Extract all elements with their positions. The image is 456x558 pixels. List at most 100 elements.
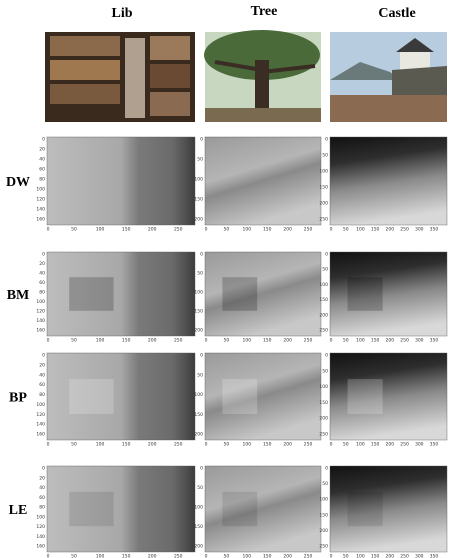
x-tick-label: 100 bbox=[356, 338, 365, 344]
x-tick-label: 50 bbox=[224, 227, 230, 233]
y-tick-label: 250 bbox=[319, 432, 328, 438]
x-tick-label: 250 bbox=[304, 554, 313, 558]
x-tick-label: 300 bbox=[415, 442, 424, 448]
x-tick-label: 0 bbox=[205, 554, 208, 558]
x-tick-label: 150 bbox=[263, 442, 272, 448]
x-tick-label: 350 bbox=[430, 442, 439, 448]
y-tick-label: 150 bbox=[194, 412, 203, 418]
x-tick-label: 250 bbox=[400, 227, 409, 233]
y-tick-label: 0 bbox=[42, 137, 45, 143]
y-tick-label: 150 bbox=[319, 297, 328, 303]
y-tick-label: 60 bbox=[39, 280, 45, 286]
x-tick-label: 0 bbox=[47, 554, 50, 558]
x-tick-label: 250 bbox=[400, 442, 409, 448]
y-tick-label: 100 bbox=[194, 290, 203, 296]
row-label: BM bbox=[7, 288, 30, 303]
y-tick-label: 0 bbox=[325, 137, 328, 143]
y-tick-label: 100 bbox=[36, 299, 45, 305]
y-tick-label: 20 bbox=[39, 475, 45, 481]
y-tick-label: 150 bbox=[194, 309, 203, 315]
depth-shade bbox=[222, 492, 257, 526]
y-tick-label: 0 bbox=[200, 252, 203, 258]
x-tick-label: 200 bbox=[386, 338, 395, 344]
x-tick-label: 250 bbox=[304, 338, 313, 344]
y-tick-label: 100 bbox=[319, 497, 328, 503]
x-tick-label: 150 bbox=[122, 442, 131, 448]
x-tick-label: 100 bbox=[356, 554, 365, 558]
x-tick-label: 200 bbox=[386, 227, 395, 233]
x-tick-label: 100 bbox=[96, 442, 105, 448]
x-tick-label: 150 bbox=[263, 338, 272, 344]
depth-shade bbox=[348, 492, 383, 526]
y-tick-label: 200 bbox=[319, 201, 328, 207]
x-tick-label: 350 bbox=[430, 227, 439, 233]
x-tick-label: 250 bbox=[400, 338, 409, 344]
y-tick-label: 160 bbox=[36, 328, 45, 334]
y-tick-label: 100 bbox=[194, 177, 203, 183]
depth-shade bbox=[69, 379, 113, 414]
x-tick-label: 250 bbox=[174, 442, 183, 448]
y-tick-label: 40 bbox=[39, 485, 45, 491]
photo-castle bbox=[330, 32, 447, 122]
x-tick-label: 50 bbox=[71, 442, 77, 448]
y-tick-label: 100 bbox=[319, 169, 328, 175]
x-tick-label: 150 bbox=[122, 227, 131, 233]
y-tick-label: 200 bbox=[319, 416, 328, 422]
y-tick-label: 100 bbox=[319, 282, 328, 288]
y-tick-label: 120 bbox=[36, 309, 45, 315]
x-tick-label: 0 bbox=[47, 442, 50, 448]
y-tick-label: 160 bbox=[36, 217, 45, 223]
y-tick-label: 80 bbox=[39, 177, 45, 183]
y-tick-label: 200 bbox=[194, 544, 203, 550]
x-tick-label: 100 bbox=[243, 338, 252, 344]
y-tick-label: 100 bbox=[36, 402, 45, 408]
y-tick-label: 140 bbox=[36, 534, 45, 540]
y-tick-label: 200 bbox=[194, 432, 203, 438]
y-tick-label: 20 bbox=[39, 362, 45, 368]
y-tick-label: 50 bbox=[197, 485, 203, 491]
y-tick-label: 100 bbox=[36, 514, 45, 520]
x-tick-label: 100 bbox=[96, 227, 105, 233]
x-tick-label: 300 bbox=[415, 227, 424, 233]
y-tick-label: 50 bbox=[197, 157, 203, 163]
row-label: LE bbox=[9, 503, 28, 518]
x-tick-label: 50 bbox=[71, 338, 77, 344]
y-tick-label: 160 bbox=[36, 432, 45, 438]
x-tick-label: 200 bbox=[148, 227, 157, 233]
y-tick-label: 0 bbox=[42, 466, 45, 472]
y-tick-label: 60 bbox=[39, 382, 45, 388]
x-tick-label: 200 bbox=[148, 442, 157, 448]
y-tick-label: 40 bbox=[39, 372, 45, 378]
x-tick-label: 200 bbox=[283, 338, 292, 344]
y-tick-label: 150 bbox=[319, 185, 328, 191]
x-tick-label: 100 bbox=[243, 554, 252, 558]
depth-shade bbox=[69, 277, 113, 311]
y-tick-label: 120 bbox=[36, 524, 45, 530]
x-tick-label: 100 bbox=[243, 442, 252, 448]
y-tick-label: 140 bbox=[36, 207, 45, 213]
y-tick-label: 150 bbox=[319, 400, 328, 406]
y-tick-label: 60 bbox=[39, 167, 45, 173]
y-tick-label: 140 bbox=[36, 422, 45, 428]
y-tick-label: 50 bbox=[197, 271, 203, 277]
y-tick-label: 0 bbox=[200, 466, 203, 472]
column-title: Tree bbox=[251, 4, 278, 19]
x-tick-label: 150 bbox=[371, 442, 380, 448]
x-tick-label: 50 bbox=[71, 227, 77, 233]
x-tick-label: 250 bbox=[174, 554, 183, 558]
y-tick-label: 50 bbox=[322, 267, 328, 273]
x-tick-label: 0 bbox=[330, 442, 333, 448]
y-tick-label: 120 bbox=[36, 412, 45, 418]
x-tick-label: 250 bbox=[400, 554, 409, 558]
x-tick-label: 200 bbox=[283, 554, 292, 558]
figure: Lib Tree Castle DW0204060801001201401600… bbox=[0, 0, 456, 558]
x-tick-label: 100 bbox=[356, 442, 365, 448]
x-tick-label: 50 bbox=[224, 442, 230, 448]
x-tick-label: 250 bbox=[304, 442, 313, 448]
x-tick-label: 0 bbox=[205, 338, 208, 344]
y-tick-label: 160 bbox=[36, 544, 45, 550]
y-tick-label: 100 bbox=[194, 505, 203, 511]
y-tick-label: 20 bbox=[39, 147, 45, 153]
y-tick-label: 200 bbox=[319, 528, 328, 534]
x-tick-label: 100 bbox=[356, 227, 365, 233]
